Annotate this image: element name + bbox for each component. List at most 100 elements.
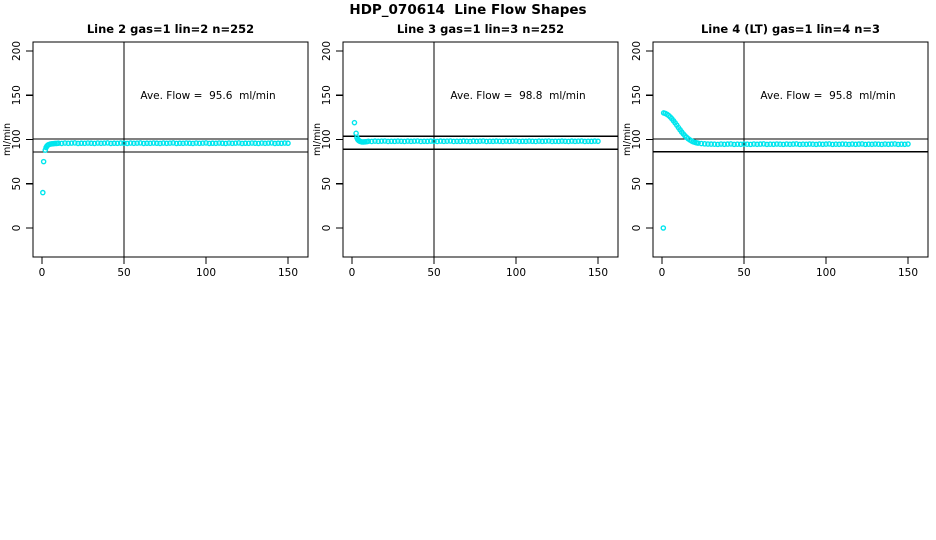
data-point <box>695 140 701 146</box>
data-point <box>81 140 88 147</box>
data-points <box>40 140 291 196</box>
panel-line-3: Line 3 gas=1 lin=3 n=252 Ave. Flow = 98.… <box>313 0 623 310</box>
y-axis-tick-label: 100 <box>11 129 23 149</box>
data-point <box>816 141 823 147</box>
data-point <box>68 140 75 146</box>
y-axis-label: ml/min <box>3 123 13 156</box>
data-point <box>523 138 529 145</box>
data-point <box>796 141 803 148</box>
data-point <box>731 141 737 148</box>
data-point <box>222 140 229 147</box>
data-point <box>378 138 385 144</box>
data-point <box>157 140 163 147</box>
data-point <box>869 141 875 148</box>
x-axis-tick-label: 50 <box>427 267 440 279</box>
data-point <box>111 140 117 147</box>
data-point <box>591 138 598 144</box>
data-point <box>862 141 869 148</box>
data-point <box>513 138 519 144</box>
data-point <box>552 138 559 145</box>
data-point <box>757 141 764 147</box>
data-point <box>372 138 378 144</box>
data-point <box>421 138 427 145</box>
data-point <box>734 141 741 147</box>
data-point <box>885 141 892 148</box>
data-point <box>718 141 724 147</box>
data-point <box>444 138 450 144</box>
x-axis-tick-label: 100 <box>816 267 836 279</box>
data-point <box>506 138 513 145</box>
data-point <box>741 141 747 147</box>
data-point <box>473 138 480 145</box>
data-point <box>855 141 862 147</box>
panel-line-2: Line 2 gas=1 lin=2 n=252 Ave. Flow = 95.… <box>3 0 313 310</box>
y-axis-tick-label: 50 <box>11 177 23 190</box>
plot-svg-line-2: 0 50 100 150 0 50 100 150 200 ml/min <box>3 41 309 279</box>
data-point <box>167 140 173 146</box>
data-point <box>209 140 216 147</box>
data-point <box>140 140 147 147</box>
data-point <box>258 140 265 146</box>
data-point <box>437 138 444 144</box>
data-point <box>114 140 121 147</box>
data-point <box>85 140 91 146</box>
data-point <box>898 141 905 147</box>
y-axis-label: ml/min <box>623 123 633 156</box>
data-point <box>62 140 68 146</box>
x-axis-tick-label: 0 <box>39 267 46 279</box>
data-point <box>235 140 242 146</box>
data-point <box>219 140 226 147</box>
data-point <box>660 225 667 231</box>
data-point <box>134 140 140 146</box>
y-axis-tick-label: 50 <box>631 177 643 190</box>
data-point <box>770 141 777 148</box>
data-point <box>565 138 572 145</box>
data-point <box>878 141 885 148</box>
data-point <box>180 140 186 147</box>
data-point <box>245 140 252 147</box>
data-point <box>705 141 711 147</box>
data-point <box>737 141 744 148</box>
data-point <box>121 140 127 147</box>
data-point <box>480 138 486 144</box>
x-axis-tick-label: 50 <box>117 267 130 279</box>
data-point <box>213 140 219 147</box>
plot-box <box>32 41 309 258</box>
data-point <box>536 138 542 144</box>
ave-flow-annotation-line-2: Ave. Flow = 95.6 ml/min <box>140 90 276 102</box>
y-axis-tick-label: 0 <box>11 225 23 232</box>
data-point <box>711 141 718 147</box>
data-point <box>98 140 104 147</box>
data-point <box>728 141 734 147</box>
data-point <box>226 140 232 146</box>
data-point <box>75 140 81 147</box>
data-point <box>760 141 767 147</box>
data-point <box>532 138 539 145</box>
data-point <box>463 138 470 145</box>
data-point <box>483 138 490 145</box>
data-point <box>434 138 441 145</box>
data-point <box>252 140 258 147</box>
data-points <box>660 110 911 231</box>
data-point <box>101 140 108 146</box>
data-point <box>872 141 878 147</box>
data-point <box>578 138 585 144</box>
data-point <box>568 138 575 144</box>
data-point <box>382 138 388 144</box>
data-point <box>486 138 493 145</box>
data-point <box>714 141 721 148</box>
data-point <box>777 141 783 147</box>
data-point <box>460 138 467 144</box>
data-point <box>94 140 101 146</box>
data-point <box>147 140 154 147</box>
panel-line-4: Line 4 (LT) gas=1 lin=4 n=3 Ave. Flow = … <box>623 0 933 310</box>
data-point <box>905 141 911 147</box>
data-point <box>186 140 193 147</box>
data-point <box>242 140 249 147</box>
plot-box <box>652 41 929 258</box>
data-point <box>183 140 190 146</box>
data-point <box>823 141 829 147</box>
data-point <box>595 138 601 145</box>
data-point <box>414 138 421 144</box>
data-point <box>268 140 275 146</box>
